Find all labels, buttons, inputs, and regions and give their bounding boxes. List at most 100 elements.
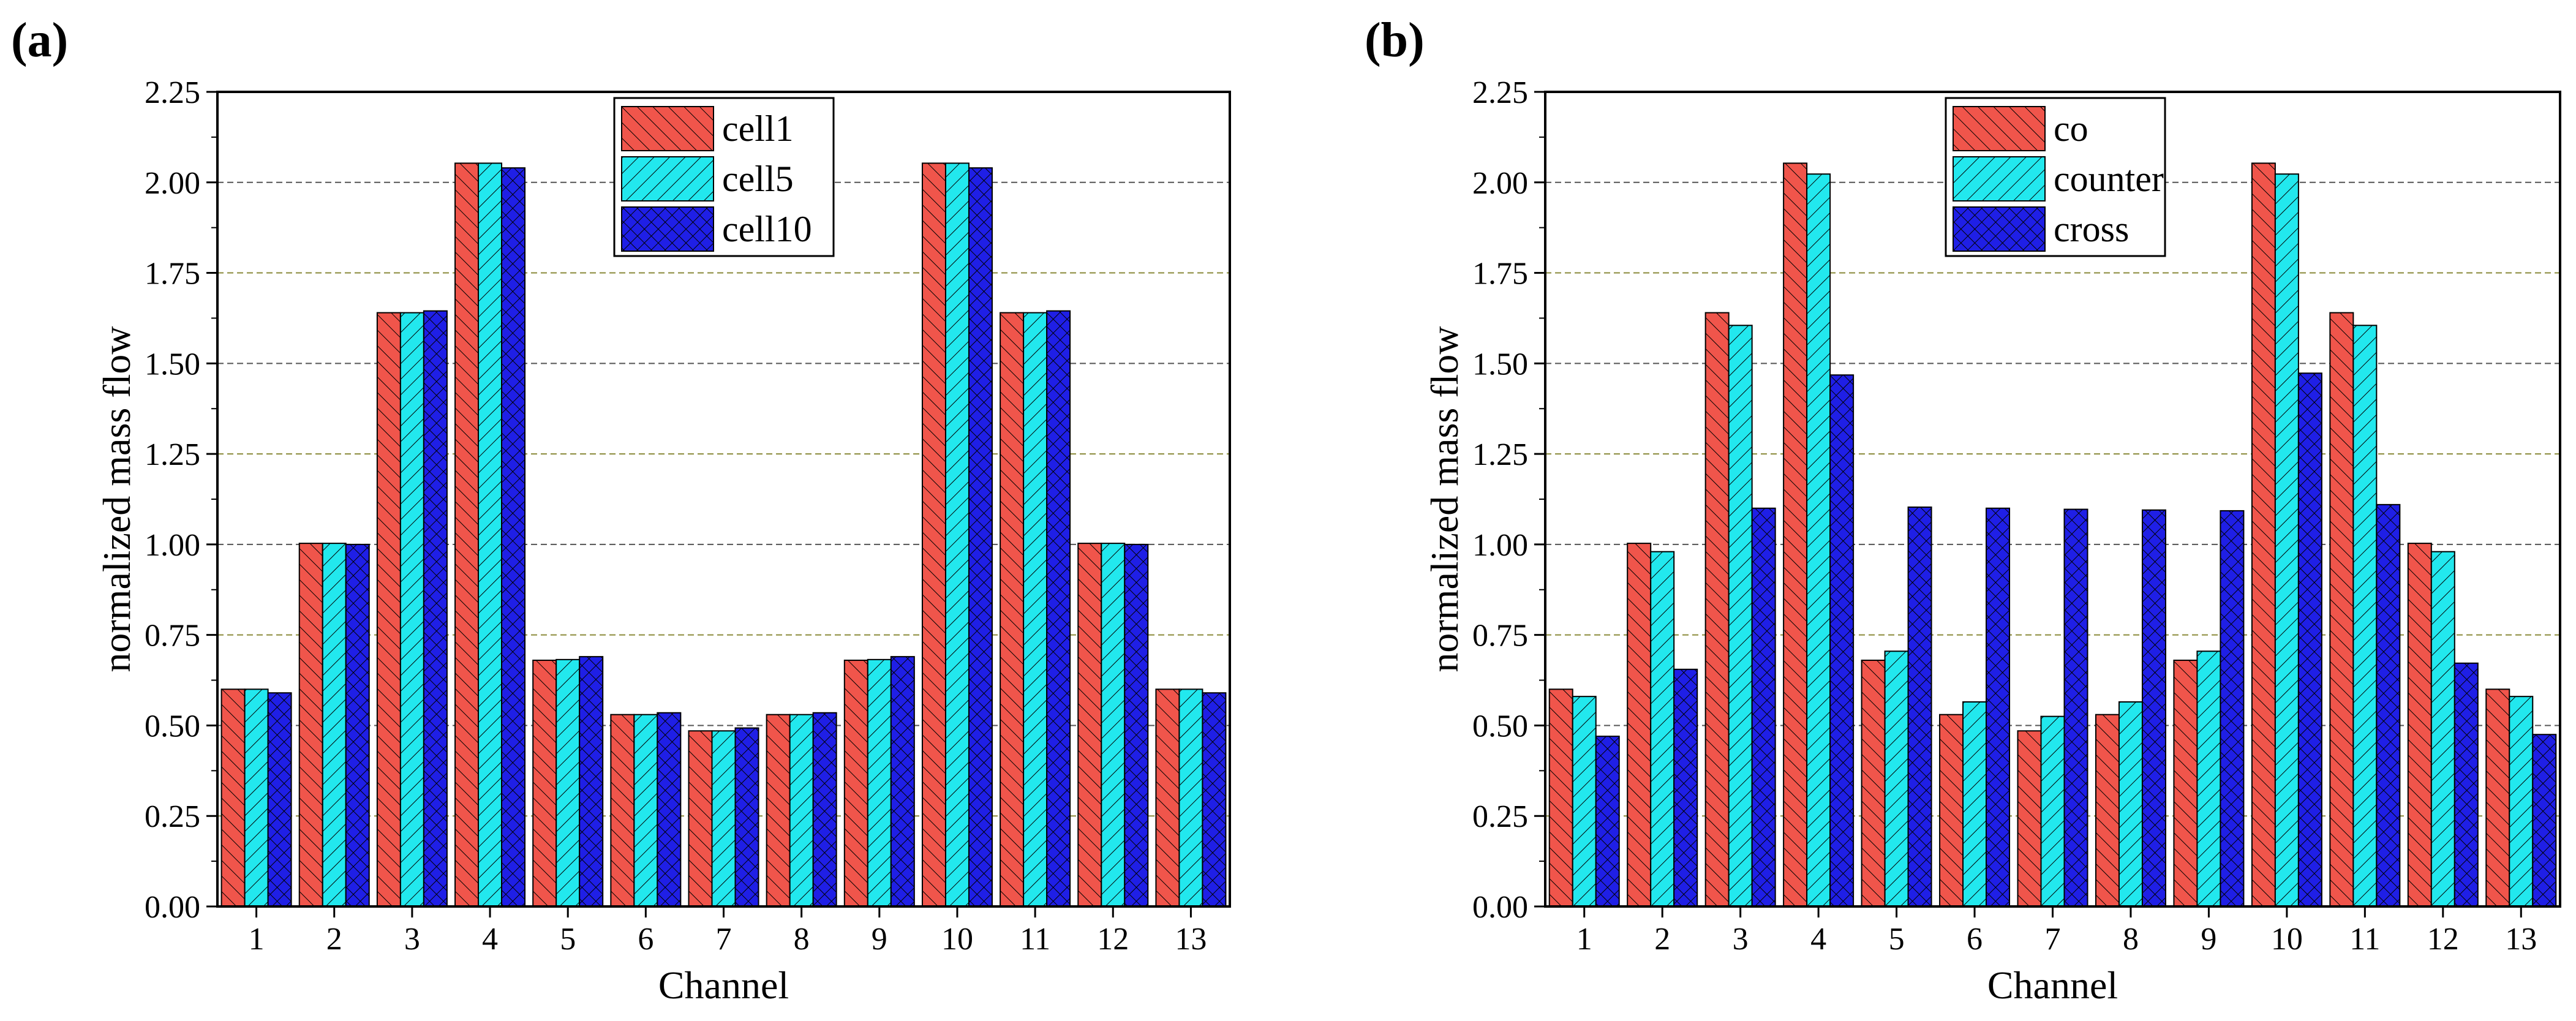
x-tick-label: 1: [249, 922, 265, 957]
bar-co-ch3: [1704, 312, 1730, 908]
tick-labels: 0.00 0.25 0.50 0.75 1.00 1.25 1.50 1.75 2.00 2.25…: [1472, 75, 2537, 957]
bar-co-ch7: [2017, 730, 2042, 908]
x-tick-label: 13: [1175, 922, 1207, 957]
x-axis-label: Channel: [1987, 963, 2118, 1007]
bars: [1548, 162, 2557, 908]
x-tick-label: 10: [2271, 922, 2303, 957]
x-tick-label: 8: [2123, 922, 2139, 957]
bar-cell1-ch2: [298, 543, 323, 907]
y-tick-label: 1.75: [1472, 257, 1528, 292]
bar-cell5-ch12: [1101, 543, 1126, 907]
legend-label-1: cell5: [722, 159, 794, 199]
y-tick-label: 2.00: [1472, 166, 1528, 201]
bar-counter-ch4: [1806, 173, 1831, 907]
bar-cell5-ch3: [399, 312, 424, 908]
y-tick-label: 0.00: [1472, 890, 1528, 925]
bar-cell5-ch13: [1178, 688, 1203, 908]
bar-cell1-ch5: [532, 660, 557, 907]
bar-cross-ch12: [2454, 662, 2479, 907]
bar-cell10-ch4: [501, 167, 526, 908]
y-tick-label: 1.75: [145, 257, 200, 292]
legend-swatch-1: [621, 156, 714, 202]
x-tick-label: 12: [1097, 922, 1129, 957]
bar-co-ch8: [2095, 714, 2120, 907]
bar-cell5-ch6: [633, 714, 658, 907]
axes: [206, 91, 1231, 917]
bar-cell10-ch11: [1046, 310, 1071, 908]
legend-label-0: cell1: [722, 108, 794, 149]
y-axis-label: normalized mass flow: [95, 326, 138, 672]
bar-counter-ch9: [2196, 650, 2221, 908]
legend-label-2: cell10: [722, 209, 812, 249]
y-tick-label: 1.50: [145, 347, 200, 382]
bar-cell10-ch1: [267, 692, 292, 907]
x-tick-label: 11: [2349, 922, 2380, 957]
bar-counter-ch8: [2118, 701, 2143, 907]
bar-cross-ch3: [1751, 507, 1776, 907]
bar-co-ch11: [2329, 312, 2354, 908]
bar-cell5-ch11: [1023, 312, 1048, 908]
y-tick-label: 1.00: [1472, 528, 1528, 563]
bar-cell10-ch3: [423, 310, 448, 908]
bar-cross-ch5: [1907, 507, 1932, 907]
x-tick-label: 4: [1810, 922, 1826, 957]
bar-cell10-ch13: [1202, 692, 1227, 907]
legend-swatch-2: [1953, 206, 2046, 252]
bar-cross-ch9: [2220, 510, 2245, 907]
y-tick-label: 0.00: [145, 890, 200, 925]
bar-co-ch13: [2485, 688, 2510, 908]
bar-cell1-ch13: [1155, 688, 1180, 908]
x-tick-label: 2: [326, 922, 342, 957]
bar-cell5-ch9: [867, 658, 892, 907]
bar-cell1-ch7: [688, 730, 713, 908]
bar-cell10-ch7: [734, 727, 759, 908]
x-tick-label: 10: [941, 922, 973, 957]
bar-cell1-ch8: [766, 714, 791, 907]
legend-swatch-1: [1953, 156, 2046, 202]
axes: [1534, 91, 2561, 917]
x-tick-label: 8: [794, 922, 810, 957]
bar-counter-ch11: [2352, 325, 2378, 907]
bar-counter-ch3: [1728, 325, 1753, 907]
x-tick-label: 6: [1967, 922, 1983, 957]
panel-label: (b): [1365, 13, 1425, 67]
x-tick-label: 7: [2045, 922, 2061, 957]
legend: co counter cross: [1945, 97, 2166, 257]
bar-cell1-ch12: [1077, 543, 1102, 907]
bar-cell1-ch11: [1000, 312, 1025, 908]
y-tick-label: 2.00: [145, 166, 200, 201]
x-tick-label: 3: [1733, 922, 1749, 957]
y-tick-label: 0.25: [145, 799, 200, 834]
y-tick-label: 2.25: [145, 75, 200, 110]
bar-co-ch1: [1548, 688, 1573, 908]
bar-cell10-ch10: [968, 167, 993, 908]
bar-cell10-ch9: [890, 656, 915, 907]
y-tick-label: 0.75: [1472, 619, 1528, 654]
bar-cross-ch2: [1673, 668, 1698, 908]
bar-counter-ch13: [2509, 696, 2534, 907]
bar-cell1-ch6: [610, 714, 635, 907]
legend-swatch-0: [621, 106, 714, 151]
x-tick-label: 1: [1576, 922, 1592, 957]
x-axis-label: Channel: [658, 963, 789, 1007]
bar-counter-ch5: [1884, 650, 1909, 908]
bar-counter-ch1: [1572, 696, 1597, 907]
y-tick-label: 1.00: [145, 528, 200, 563]
y-tick-label: 0.25: [1472, 799, 1528, 834]
y-axis-label: normalized mass flow: [1423, 326, 1466, 672]
panel-a: (a) 0.00 0.25 0.50 0.75 1.00 1.25 1.50 1.75 2.00…: [11, 13, 1231, 1007]
x-tick-label: 13: [2505, 922, 2537, 957]
bar-cell5-ch10: [944, 162, 970, 908]
bar-cell10-ch2: [345, 543, 370, 907]
x-tick-label: 9: [872, 922, 887, 957]
x-tick-label: 3: [404, 922, 420, 957]
x-tick-label: 5: [560, 922, 576, 957]
x-tick-label: 11: [1020, 922, 1050, 957]
bar-cell10-ch8: [812, 712, 837, 908]
bars: [220, 162, 1227, 908]
bar-co-ch9: [2173, 660, 2198, 907]
x-tick-label: 2: [1654, 922, 1670, 957]
bar-cell1-ch1: [220, 688, 246, 908]
bar-cell10-ch12: [1124, 543, 1149, 907]
